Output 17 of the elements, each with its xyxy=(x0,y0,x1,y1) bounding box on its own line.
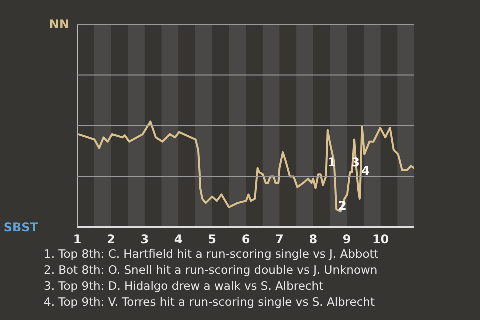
x-tick-label: 3 xyxy=(140,232,150,246)
text: 1. Top 8th: C. Hartfield hit a run-scoring single vs J. Abbott xyxy=(44,246,379,262)
x-tick-label: 8 xyxy=(309,232,318,246)
x-tick-label: 9 xyxy=(342,232,352,246)
x-tick-label: 5 xyxy=(208,232,216,246)
x-tick-label: 10 xyxy=(372,232,390,246)
text: NN xyxy=(49,18,70,32)
x-tick-label: 4 xyxy=(174,232,183,246)
text: 3. Top 9th: D. Hidalgo drew a walk vs S. Albrecht xyxy=(44,278,325,294)
text: 4. Top 9th: V. Torres hit a run-scoring single vs S. Albrecht xyxy=(44,294,376,310)
text: 2. Bot 8th: O. Snell hit a run-scoring double vs J. Unknown xyxy=(44,262,379,278)
x-tick-label: 1 xyxy=(73,232,82,246)
x-tick-label: 6 xyxy=(242,232,250,246)
annotation: 4 xyxy=(361,164,370,178)
text: SBST xyxy=(4,220,40,234)
x-tick-label: 7 xyxy=(276,232,284,246)
x-tick-label: 2 xyxy=(107,232,116,246)
